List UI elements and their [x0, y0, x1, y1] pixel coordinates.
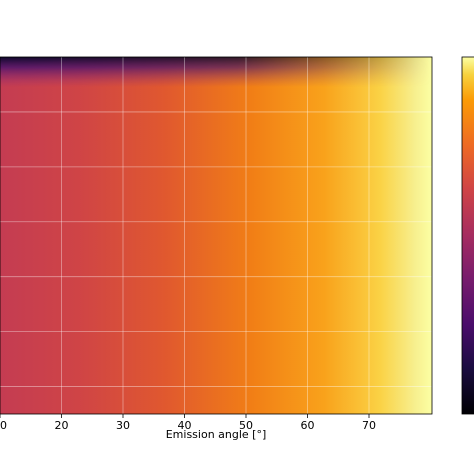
x-axis-label: Emission angle [°]: [166, 428, 267, 441]
colorbar-fill: [462, 57, 474, 414]
x-tick-label-20: 20: [55, 419, 69, 432]
x-axis-ticks: 10 20 30 40 50 60 70: [0, 414, 376, 432]
x-tick-label-30: 30: [116, 419, 130, 432]
x-tick-label-50: 50: [239, 419, 253, 432]
heatmap-fill: [0, 57, 432, 414]
grid-vertical: [61, 57, 370, 414]
x-tick-label-10: 10: [0, 419, 7, 432]
grid-horizontal: [0, 111, 432, 387]
x-tick-label-40: 40: [178, 419, 192, 432]
plot-frame: [0, 56, 433, 415]
heatmap-field: [0, 57, 432, 414]
x-tick-label-70: 70: [362, 419, 376, 432]
colorbar: [461, 56, 474, 415]
heatmap-top-dark-band: [0, 57, 432, 87]
x-tick-label-60: 60: [301, 419, 315, 432]
colorbar-frame: [461, 56, 474, 415]
